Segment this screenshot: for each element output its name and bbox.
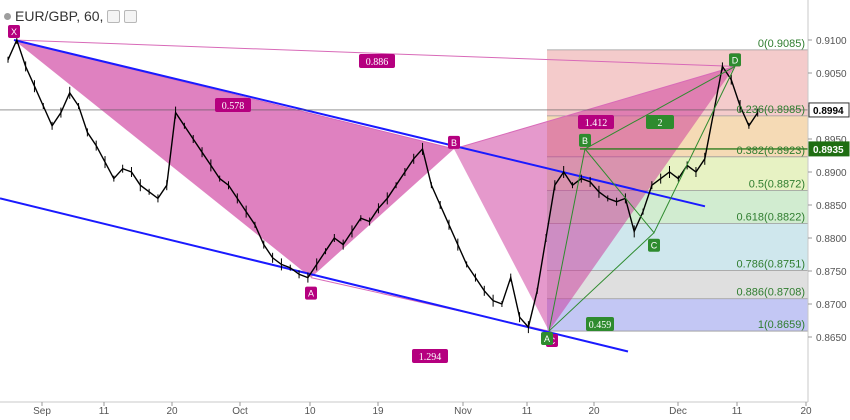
- y-tick-label: 0.8850: [816, 201, 847, 212]
- pattern-ratio-line: [13, 39, 736, 67]
- abcd-point-marker: [729, 53, 741, 67]
- y-tick-label: 0.8900: [816, 168, 847, 179]
- y-tick-label: 0.9100: [816, 36, 847, 47]
- x-tick-label: 11: [732, 406, 743, 417]
- pattern-ratio-line: [453, 65, 736, 150]
- abcd-ratio-label: 2: [658, 118, 663, 129]
- abcd-ratio-box: [586, 317, 614, 331]
- pattern-ratio-box: [359, 54, 395, 68]
- fib-level-label: 0(0.9085): [758, 38, 805, 50]
- abcd-point-label: D: [732, 55, 739, 65]
- settings-icon[interactable]: [107, 9, 121, 23]
- price-tag-box: [808, 102, 850, 118]
- close-icon[interactable]: [124, 9, 138, 23]
- pattern-triangle-xab: [14, 40, 454, 278]
- x-tick-label: 20: [588, 406, 600, 417]
- pattern-point-label: X: [11, 27, 17, 37]
- x-tick-label: Sep: [33, 406, 51, 417]
- price-tag-label: 0.8935: [813, 145, 844, 156]
- x-tick-label: 10: [304, 406, 316, 417]
- y-tick-label: 0.8750: [816, 267, 847, 278]
- x-tick-label: Nov: [454, 406, 472, 417]
- abcd-point-label: B: [582, 136, 588, 146]
- pattern-ratio-label: 1.294: [419, 352, 442, 363]
- pattern-triangle-bcd: [454, 66, 735, 332]
- abcd-ratio-line: [584, 65, 736, 150]
- y-tick-label: 0.8950: [816, 135, 847, 146]
- fib-level-label: 0.236(0.8985): [737, 104, 806, 116]
- symbol-label: EUR/GBP, 60,: [15, 8, 104, 24]
- x-tick-label: 20: [800, 406, 812, 417]
- y-tick-label: 0.8650: [816, 333, 847, 344]
- abcd-point-label: A: [544, 334, 550, 344]
- x-tick-label: 19: [372, 406, 384, 417]
- fib-level-label: 0.786(0.8751): [737, 258, 806, 270]
- x-tick-label: Dec: [669, 406, 687, 417]
- x-tick-label: Oct: [232, 406, 248, 417]
- abcd-ratio-box: [646, 115, 674, 129]
- price-tag-label: 0.8994: [813, 106, 844, 117]
- abcd-point-marker: [541, 332, 553, 346]
- abcd-path: [548, 66, 736, 332]
- fib-level-label: 0.886(0.8708): [737, 287, 806, 299]
- y-tick-label: 0.8800: [816, 234, 847, 245]
- x-tick-label: 11: [522, 406, 533, 417]
- x-tick-label: 11: [99, 406, 110, 417]
- pattern-ratio-label: 0.886: [366, 57, 389, 68]
- pattern-ratio-label: 1.412: [585, 118, 608, 129]
- pattern-point-marker: [448, 135, 460, 149]
- channel-lower-line: [0, 197, 629, 353]
- pattern-ratio-box: [412, 349, 448, 363]
- price-tag-box: [808, 141, 850, 157]
- pattern-point-marker: [8, 25, 20, 38]
- abcd-point-label: C: [651, 241, 658, 251]
- fib-level-label: 0.618(0.8822): [737, 211, 806, 223]
- status-dot-icon: [4, 12, 11, 20]
- pattern-ratio-box: [215, 98, 251, 112]
- x-tick-label: 20: [166, 406, 178, 417]
- abcd-point-marker: [579, 133, 591, 147]
- pattern-ratio-label: 0.578: [222, 101, 245, 112]
- pattern-point-marker: [305, 286, 317, 300]
- fib-level-label: 0.5(0.8872): [749, 178, 805, 190]
- y-tick-label: 0.9050: [816, 69, 847, 80]
- fib-level-label: 0.382(0.8923): [737, 145, 806, 157]
- price-line: [7, 38, 759, 329]
- pattern-point-label: A: [308, 289, 314, 299]
- abcd-point-marker: [648, 238, 660, 252]
- y-tick-label: 0.8700: [816, 300, 847, 311]
- fib-level-label: 1(0.8659): [758, 319, 805, 331]
- pattern-ratio-box: [578, 115, 614, 129]
- abcd-ratio-label: 0.459: [589, 320, 612, 331]
- pattern-point-label: B: [451, 138, 457, 148]
- chart-header: EUR/GBP, 60,: [4, 6, 138, 26]
- abcd-ratio-line: [548, 232, 655, 332]
- fib-band: [547, 270, 808, 299]
